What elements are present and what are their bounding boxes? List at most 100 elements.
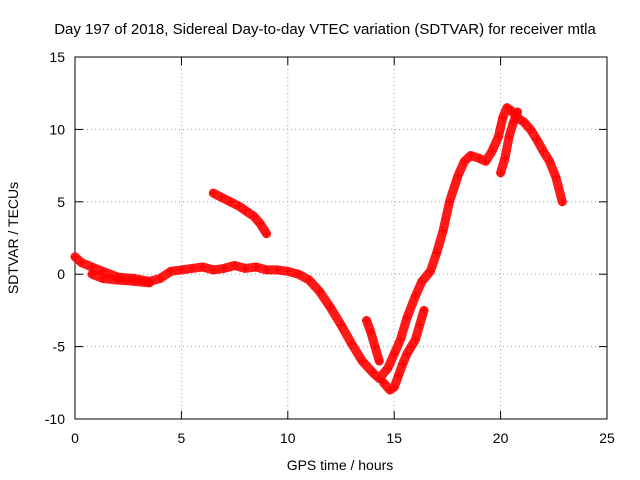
data-point-main-trace — [241, 264, 250, 273]
y-tick-label: 5 — [57, 194, 65, 210]
x-axis-label: GPS time / hours — [287, 457, 394, 473]
data-point-main-trace — [475, 154, 484, 163]
data-point-secondary-trace — [209, 189, 218, 198]
data-point-main-trace — [209, 265, 218, 274]
data-point-main-trace — [177, 265, 186, 274]
data-point-main-trace — [390, 349, 399, 358]
data-point-low-offset-trace — [390, 383, 399, 392]
data-point-offset-trace — [145, 278, 154, 287]
data-point-main-trace — [545, 157, 554, 166]
data-point-secondary-trace — [226, 197, 235, 206]
y-axis-label: SDTVAR / TECUs — [5, 182, 21, 294]
data-point-main-trace — [368, 368, 377, 377]
data-point-main-trace — [230, 261, 239, 270]
data-point-secondary-trace — [217, 193, 226, 202]
data-point-main-trace — [326, 303, 335, 312]
data-point-main-trace — [337, 320, 345, 329]
data-point-secondary-trace — [256, 219, 265, 228]
data-point-main-trace — [426, 267, 435, 276]
data-point-main-trace — [520, 118, 529, 127]
data-point-mid-trace — [375, 357, 384, 366]
data-point-main-trace — [156, 274, 165, 283]
series-line-main-trace — [70, 103, 567, 383]
data-point-main-trace — [432, 248, 441, 257]
x-tick-label: 10 — [280, 430, 296, 446]
series-line-secondary-trace — [208, 188, 271, 239]
data-point-offset-trace — [113, 275, 122, 284]
x-tick-label: 15 — [386, 430, 402, 446]
data-point-offset-trace — [130, 277, 139, 286]
data-point-main-trace — [166, 267, 175, 276]
data-point-main-trace — [526, 125, 535, 134]
data-point-secondary-trace — [241, 206, 250, 215]
data-point-low-offset-trace — [415, 320, 424, 329]
data-point-main-trace — [439, 226, 448, 235]
data-point-main-trace — [375, 374, 384, 383]
data-point-main-trace — [88, 262, 97, 271]
x-tick-label: 0 — [71, 430, 79, 446]
data-point-low-offset-trace — [402, 349, 411, 358]
data-point-secondary-trace — [249, 212, 258, 221]
y-tick-label: 10 — [49, 121, 65, 137]
data-point-main-trace — [558, 197, 567, 206]
data-point-main-trace — [283, 267, 292, 276]
data-point-main-trace — [294, 270, 303, 279]
grid-lines — [75, 57, 607, 419]
data-point-main-trace — [188, 264, 197, 273]
data-point-main-trace — [315, 287, 324, 296]
data-point-secondary-trace — [262, 229, 271, 238]
data-point-main-trace — [358, 357, 367, 366]
data-point-low-offset-trace — [411, 335, 420, 344]
series-line-mid-trace — [362, 316, 384, 366]
data-point-low-offset-trace — [385, 386, 394, 395]
data-point-late-low-trace — [513, 108, 522, 117]
data-point-main-trace — [198, 262, 207, 271]
axis-ticks: 0 5 10 15 20 25 -10 -5 0 5 10 15 — [45, 49, 615, 446]
data-point-main-trace — [305, 275, 314, 284]
data-point-offset-trace — [98, 274, 107, 283]
data-point-main-trace — [71, 252, 79, 261]
data-point-main-trace — [494, 132, 503, 141]
data-point-main-trace — [498, 113, 507, 122]
data-point-main-trace — [445, 197, 454, 206]
data-point-main-trace — [402, 313, 411, 322]
data-point-low-offset-trace — [419, 306, 428, 315]
data-point-main-trace — [383, 364, 392, 373]
data-point-main-trace — [532, 135, 541, 144]
data-point-low-offset-trace — [398, 359, 407, 368]
y-tick-label: 15 — [49, 49, 65, 65]
data-point-main-trace — [488, 147, 497, 156]
chart-title: Day 197 of 2018, Sidereal Day-to-day VTE… — [54, 21, 596, 38]
x-tick-label: 20 — [493, 430, 509, 446]
data-point-low-offset-trace — [407, 342, 416, 351]
y-tick-label: -5 — [53, 339, 66, 355]
data-point-main-trace — [502, 103, 511, 112]
data-point-main-trace — [466, 151, 475, 160]
x-tick-label: 25 — [599, 430, 615, 446]
y-tick-label: 0 — [57, 266, 65, 282]
data-point-mid-trace — [366, 328, 375, 337]
data-point-late-low-trace — [505, 132, 514, 141]
data-point-late-low-trace — [509, 118, 518, 127]
series-line-low-offset-trace — [379, 305, 429, 395]
data-point-main-trace — [454, 171, 463, 180]
y-tick-label: -10 — [45, 411, 65, 427]
data-point-main-trace — [417, 277, 426, 286]
data-point-main-trace — [77, 258, 86, 267]
plot-frame — [74, 56, 608, 420]
data-point-low-offset-trace — [394, 371, 403, 380]
data-point-main-trace — [551, 173, 560, 182]
data-point-late-low-trace — [496, 168, 505, 177]
data-point-main-trace — [481, 157, 490, 166]
data-point-secondary-trace — [234, 202, 243, 211]
data-point-main-trace — [411, 291, 420, 300]
data-point-mid-trace — [371, 342, 380, 351]
x-tick-label: 5 — [178, 430, 186, 446]
data-point-main-trace — [262, 265, 271, 274]
data-point-low-offset-trace — [379, 378, 388, 387]
data-point-late-low-trace — [500, 154, 509, 163]
data-point-mid-trace — [362, 316, 371, 325]
data-point-main-trace — [251, 262, 260, 271]
data-point-main-trace — [273, 265, 282, 274]
